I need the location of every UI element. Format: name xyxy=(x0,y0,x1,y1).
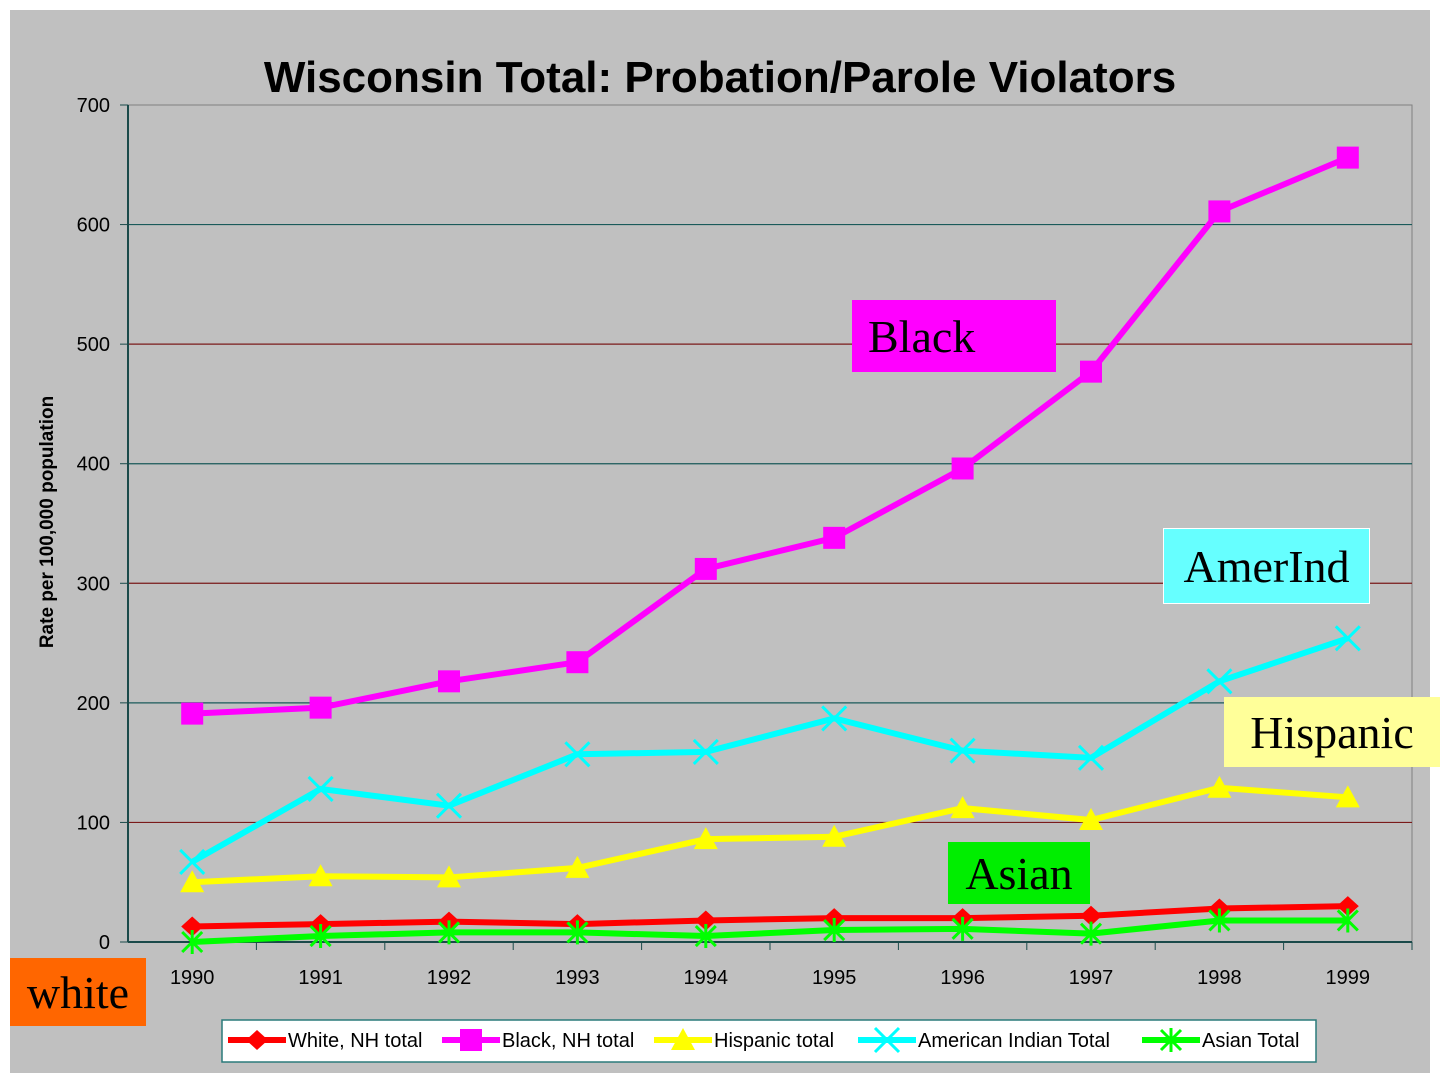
data-point-american-indian-total xyxy=(435,792,463,819)
data-point-hispanic-total xyxy=(1335,785,1360,808)
data-point-asian-total xyxy=(309,924,332,949)
y-tick-label: 700 xyxy=(77,95,110,117)
data-point-hispanic-total xyxy=(693,827,718,850)
plot-area xyxy=(127,104,1413,943)
data-point-black-nh-total xyxy=(951,457,974,480)
data-point-american-indian-total xyxy=(949,737,976,764)
annotation-hispanic: Hispanic xyxy=(1224,697,1440,767)
legend-label: Black, NH total xyxy=(502,1030,634,1052)
data-point-black-nh-total xyxy=(1208,200,1231,223)
y-tick-label: 200 xyxy=(77,693,110,715)
annotation-text: white xyxy=(26,966,130,1018)
data-point-asian-total xyxy=(437,920,461,945)
series-line-american-indian-total xyxy=(190,635,1349,865)
legend-box xyxy=(221,1019,1317,1063)
x-tick-label: 1998 xyxy=(1197,967,1242,989)
data-point-american-indian-total xyxy=(692,738,719,765)
legend-marker xyxy=(873,1026,901,1054)
series-line-white-nh-total xyxy=(192,903,1348,930)
annotation-black: Black xyxy=(852,300,1056,372)
data-point-black-nh-total xyxy=(566,651,589,674)
data-point-asian-total xyxy=(694,924,717,949)
data-point-black-nh-total xyxy=(823,526,846,549)
legend-label: White, NH total xyxy=(288,1030,422,1052)
data-point-white-nh-total xyxy=(181,916,204,937)
legend-label: American Indian Total xyxy=(918,1030,1110,1052)
y-tick-label: 100 xyxy=(77,812,110,834)
chart-title: Wisconsin Total: Probation/Parole Violat… xyxy=(264,53,1176,102)
data-point-white-nh-total xyxy=(1080,905,1102,926)
data-point-white-nh-total xyxy=(1336,896,1359,917)
data-point-hispanic-total xyxy=(950,796,975,819)
y-tick-label: 600 xyxy=(77,215,110,237)
annotation-white: white xyxy=(10,958,146,1026)
data-point-american-indian-total xyxy=(564,741,591,768)
y-tick-label: 500 xyxy=(77,334,110,356)
data-point-asian-total xyxy=(1208,908,1231,933)
legend-marker xyxy=(1159,1028,1183,1052)
data-point-asian-total xyxy=(1079,921,1103,946)
x-tick-label: 1999 xyxy=(1326,967,1371,989)
legend-label: Asian Total xyxy=(1202,1030,1299,1052)
data-point-hispanic-total xyxy=(822,824,847,847)
data-point-black-nh-total xyxy=(1080,360,1102,383)
legend-marker xyxy=(246,1030,268,1050)
legend-label: Hispanic total xyxy=(714,1030,834,1052)
series-line-asian-total xyxy=(192,917,1348,945)
data-point-hispanic-total xyxy=(180,870,205,893)
data-point-hispanic-total xyxy=(437,865,461,888)
x-tick-label: 1990 xyxy=(170,967,215,989)
data-point-asian-total xyxy=(566,920,589,945)
annotation-amerind: AmerInd xyxy=(1163,528,1370,604)
data-point-american-indian-total xyxy=(1206,668,1233,695)
data-point-american-indian-total xyxy=(821,705,848,732)
data-point-hispanic-total xyxy=(308,864,333,887)
annotation-text: Hispanic xyxy=(1250,706,1414,758)
data-point-american-indian-total xyxy=(1077,744,1105,771)
x-tick-label: 1997 xyxy=(1069,967,1114,989)
x-tick-label: 1996 xyxy=(940,967,985,989)
x-tick-label: 1994 xyxy=(684,967,729,989)
data-point-hispanic-total xyxy=(565,855,590,878)
data-point-black-nh-total xyxy=(309,696,332,719)
data-point-asian-total xyxy=(1336,908,1359,933)
data-point-black-nh-total xyxy=(181,702,204,725)
series-line-hispanic-total xyxy=(192,784,1349,886)
annotation-asian: Asian xyxy=(948,842,1090,904)
data-point-black-nh-total xyxy=(1336,146,1359,169)
legend-marker xyxy=(671,1028,695,1050)
data-point-hispanic-total xyxy=(1079,808,1103,831)
data-point-asian-total xyxy=(181,930,204,954)
annotation-text: Asian xyxy=(965,847,1073,899)
y-tick-label: 300 xyxy=(77,573,110,595)
data-point-hispanic-total xyxy=(1207,775,1232,798)
x-tick-label: 1993 xyxy=(555,967,600,989)
data-point-asian-total xyxy=(823,918,846,943)
data-point-american-indian-total xyxy=(307,775,334,803)
data-point-american-indian-total xyxy=(1334,625,1361,652)
y-tick-label: 0 xyxy=(99,932,110,954)
x-tick-label: 1992 xyxy=(427,967,472,989)
annotation-text: Black xyxy=(868,310,976,362)
y-axis-label: Rate per 100,000 population xyxy=(37,396,58,648)
data-point-black-nh-total xyxy=(694,557,717,580)
series-line-black-nh-total xyxy=(192,154,1349,717)
data-point-american-indian-total xyxy=(179,848,206,875)
y-tick-label: 400 xyxy=(77,454,110,476)
data-point-asian-total xyxy=(951,916,974,941)
legend-marker xyxy=(460,1029,482,1051)
annotation-text: AmerInd xyxy=(1183,540,1350,592)
data-point-white-nh-total xyxy=(694,910,717,931)
data-point-black-nh-total xyxy=(438,670,460,693)
x-tick-label: 1995 xyxy=(812,967,857,989)
x-tick-label: 1991 xyxy=(298,967,343,989)
